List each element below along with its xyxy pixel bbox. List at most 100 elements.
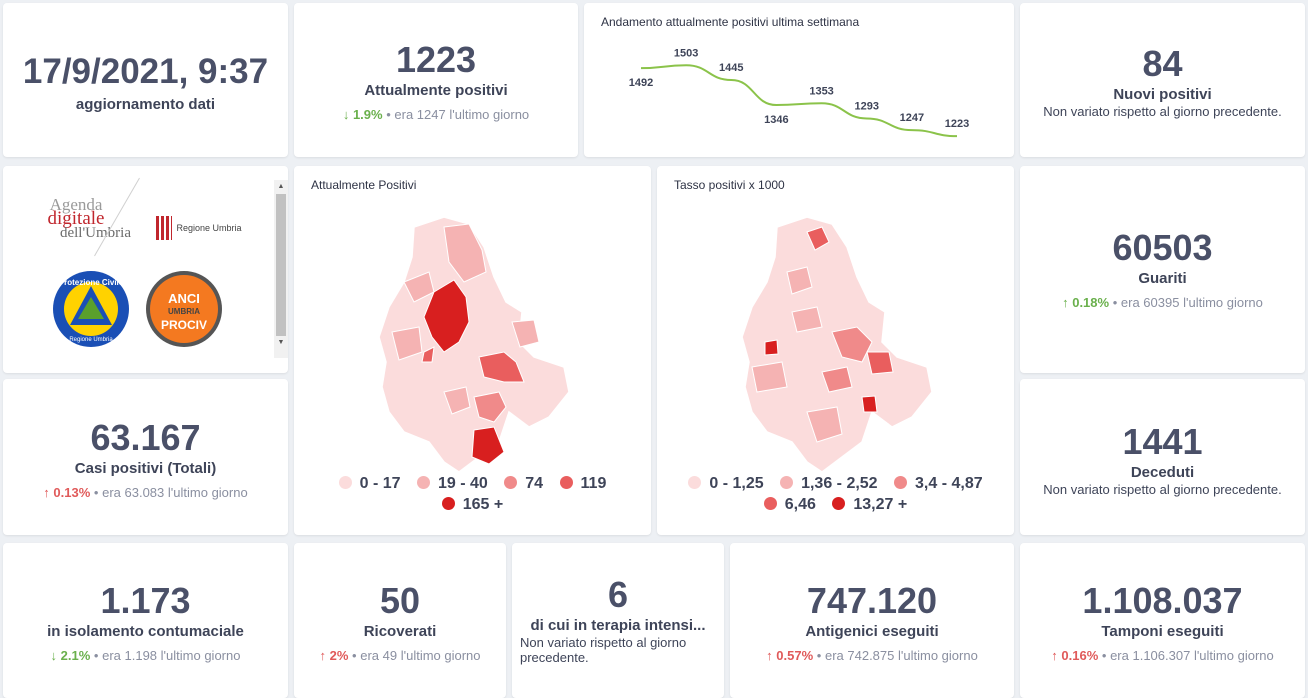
umbria-map-positivi[interactable] <box>294 202 651 492</box>
tamponi-pct: 0.16% <box>1061 648 1099 663</box>
deceduti-value: 1441 <box>1122 421 1203 462</box>
prociv-text: PROCIV <box>161 318 207 332</box>
arrow-up-icon: ↑ <box>1051 648 1058 663</box>
legend-item: 165 + <box>441 494 503 515</box>
casi-prev: era 63.083 <box>102 485 165 500</box>
scrollbar-down-arrow[interactable]: ▼ <box>277 339 285 346</box>
agenda-digitale-logo: Agenda digitale dell'Umbria <box>47 195 132 241</box>
arrow-down-icon: ↓ <box>50 648 58 663</box>
bullet-icon: • <box>816 648 822 663</box>
casi-pct: 0.13% <box>53 485 91 500</box>
terapia-value: 6 <box>607 574 629 615</box>
logos-card: Agenda digitale dell'Umbria Regione Umbr… <box>3 166 288 373</box>
scrollbar-up-arrow[interactable]: ▲ <box>277 183 285 190</box>
bullet-icon: • <box>1112 295 1118 310</box>
ricoverati-suffix: l'ultimo giorno <box>400 648 481 663</box>
deceduti-label: Deceduti <box>1130 464 1195 481</box>
antigenici-card[interactable]: 747.120 Antigenici eseguiti ↑ 0.57% • er… <box>730 543 1014 698</box>
positivi-card[interactable]: 1223 Attualmente positivi ↓ 1.9% • era 1… <box>294 3 578 157</box>
bullet-icon: • <box>352 648 357 663</box>
protezione-civile-logo: Protezione Civile Regione Umbria <box>53 271 129 347</box>
antigenici-pct: 0.57% <box>776 648 814 663</box>
legend-item: 74 <box>504 473 543 494</box>
legend-dot <box>559 476 573 489</box>
ricoverati-label: Ricoverati <box>363 623 437 640</box>
map-positivi-legend: 0 - 17 19 - 40 74 119 165 + <box>294 473 651 515</box>
guariti-card[interactable]: 60503 Guariti ↑ 0.18% • era 60395 l'ulti… <box>1020 166 1305 373</box>
legend-dot <box>763 497 777 510</box>
tamponi-card[interactable]: 1.108.037 Tamponi eseguiti ↑ 0.16% • era… <box>1020 543 1305 698</box>
tamponi-value: 1.108.037 <box>1082 580 1243 621</box>
antigenici-suffix: l'ultimo giorno <box>898 648 978 663</box>
casi-suffix: l'ultimo giorno <box>167 485 248 500</box>
guariti-delta: ↑ 0.18% • era 60395 l'ultimo giorno <box>1020 295 1305 310</box>
positivi-pct: 1.9% <box>352 107 383 122</box>
legend-dot <box>832 497 846 510</box>
update-card: 17/9/2021, 9:37 aggiornamento dati <box>3 3 288 157</box>
update-datetime: 17/9/2021, 9:37 <box>22 52 269 91</box>
arrow-down-icon: ↓ <box>342 107 350 122</box>
map-tasso-card[interactable]: Tasso positivi x 1000 0 - 1,25 1,36 - 2,… <box>657 166 1014 535</box>
protezione-text: Protezione Civile <box>59 278 124 287</box>
legend-item: 6,46 <box>763 494 816 515</box>
legend-item: 3,4 - 4,87 <box>894 473 983 494</box>
legend-dot <box>780 476 794 489</box>
isolamento-pct: 2.1% <box>60 648 91 663</box>
bullet-icon: • <box>1101 648 1107 663</box>
map-tasso-legend: 0 - 1,25 1,36 - 2,52 3,4 - 4,87 6,46 13,… <box>657 473 1014 515</box>
trend-data-label: 1346 <box>764 114 788 126</box>
ricoverati-value: 50 <box>379 580 421 621</box>
terapia-card[interactable]: 6 di cui in terapia intensi... Non varia… <box>512 543 724 698</box>
deceduti-note: Non variato rispetto al giorno precedent… <box>1043 482 1282 497</box>
trend-title: Andamento attualmente positivi ultima se… <box>601 15 860 29</box>
tamponi-delta: ↑ 0.16% • era 1.106.307 l'ultimo giorno <box>1020 648 1305 663</box>
bullet-icon: • <box>386 107 391 122</box>
deceduti-card[interactable]: 1441 Deceduti Non variato rispetto al gi… <box>1020 379 1305 535</box>
nuovi-card[interactable]: 84 Nuovi positivi Non variato rispetto a… <box>1020 3 1305 157</box>
antigenici-prev: era 742.875 <box>824 648 895 663</box>
trend-series-line <box>640 64 958 138</box>
casi-card[interactable]: 63.167 Casi positivi (Totali) ↑ 0.13% • … <box>3 379 288 535</box>
trend-line-chart[interactable]: 1492 1503 1445 1346 1353 1293 1247 1223 <box>584 3 1014 157</box>
terni-area <box>471 426 505 465</box>
anci-umbria-prociv-logo: ANCI UMBRIA PROCIV <box>146 271 222 347</box>
legend-dot <box>417 476 431 489</box>
tamponi-prev: era 1.106.307 <box>1110 648 1191 663</box>
legend-dot <box>441 497 455 510</box>
umbria-map-tasso[interactable] <box>657 202 1014 492</box>
legend-item: 1,36 - 2,52 <box>780 473 878 494</box>
trend-card[interactable]: Andamento attualmente positivi ultima se… <box>584 3 1014 157</box>
anci-text: ANCI <box>168 291 200 306</box>
ricoverati-pct: 2% <box>329 648 349 663</box>
antigenici-value: 747.120 <box>806 580 938 621</box>
trend-data-label: 1223 <box>945 118 969 130</box>
ricoverati-card[interactable]: 50 Ricoverati ↑ 2% • era 49 l'ultimo gio… <box>294 543 506 698</box>
legend-item: 0 - 1,25 <box>688 473 764 494</box>
update-label: aggiornamento dati <box>75 96 216 113</box>
legend-item: 119 <box>559 473 606 494</box>
bullet-icon: • <box>93 485 99 500</box>
trend-data-label: 1293 <box>854 100 878 112</box>
map-tasso-title: Tasso positivi x 1000 <box>674 178 785 192</box>
guariti-label: Guariti <box>1138 270 1187 287</box>
guariti-suffix: l'ultimo giorno <box>1183 295 1263 310</box>
legend-dot <box>894 476 908 489</box>
bullet-icon: • <box>93 648 99 663</box>
scrollbar[interactable]: ▲ ▼ <box>274 180 288 358</box>
scrollbar-thumb[interactable] <box>276 194 286 336</box>
regione-emblem-icon <box>156 216 172 240</box>
isolamento-card[interactable]: 1.173 in isolamento contumaciale ↓ 2.1% … <box>3 543 288 698</box>
casi-value: 63.167 <box>90 417 201 458</box>
arrow-up-icon: ↑ <box>43 485 50 500</box>
positivi-value: 1223 <box>395 39 477 80</box>
isolamento-delta: ↓ 2.1% • era 1.198 l'ultimo giorno <box>3 648 288 663</box>
trend-data-label: 1503 <box>674 47 698 59</box>
casi-delta: ↑ 0.13% • era 63.083 l'ultimo giorno <box>3 485 288 500</box>
anci-umbria-text: UMBRIA <box>168 307 200 316</box>
arrow-up-icon: ↑ <box>766 648 773 663</box>
nuovi-value: 84 <box>1142 43 1183 84</box>
positivi-delta: ↓ 1.9% • era 1247 l'ultimo giorno <box>294 107 578 122</box>
map-positivi-card[interactable]: Attualmente Positivi 0 - 17 19 - 40 74 1… <box>294 166 651 535</box>
protezione-sub-text: Regione Umbria <box>69 337 113 343</box>
trend-data-label: 1247 <box>900 112 924 124</box>
